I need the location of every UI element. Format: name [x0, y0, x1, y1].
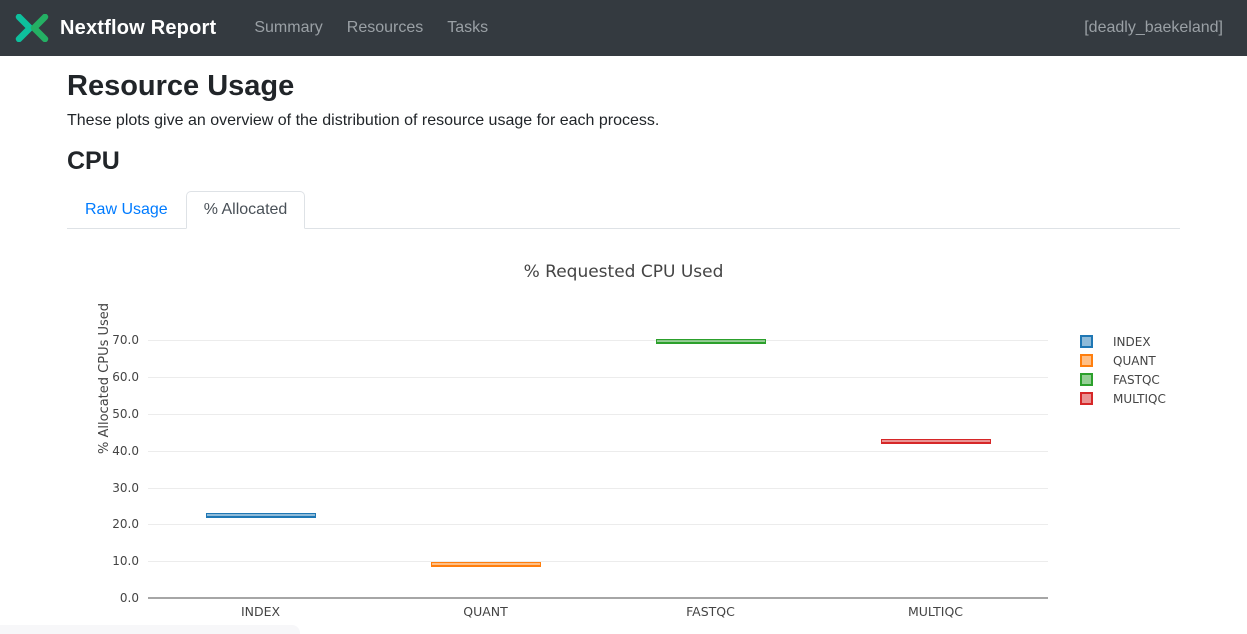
- y-tick-label: 10.0: [112, 554, 139, 568]
- section-title-cpu: CPU: [67, 147, 1180, 176]
- nav-item-tasks[interactable]: Tasks: [435, 11, 500, 45]
- box-median-line: [657, 342, 765, 343]
- gridline: [148, 377, 1048, 378]
- gridline: [148, 451, 1048, 452]
- box-mark-quant: [431, 562, 541, 567]
- cpu-tab-bar: Raw Usage % Allocated: [67, 191, 1180, 229]
- page-title: Resource Usage: [67, 70, 1180, 103]
- gridline: [148, 414, 1048, 415]
- x-tick-label: MULTIQC: [908, 604, 963, 619]
- x-tick-label: QUANT: [463, 604, 508, 619]
- y-tick-label: 0.0: [120, 591, 139, 605]
- navbar-brand[interactable]: Nextflow Report: [14, 14, 216, 42]
- box-mark-fastqc: [656, 339, 766, 344]
- y-tick-label: 20.0: [112, 517, 139, 531]
- legend-item-fastqc[interactable]: FASTQC: [1080, 370, 1166, 389]
- legend-item-quant[interactable]: QUANT: [1080, 351, 1166, 370]
- tab-percent-allocated[interactable]: % Allocated: [186, 191, 306, 229]
- y-tick-label: 60.0: [112, 370, 139, 384]
- x-axis-line: [148, 597, 1048, 599]
- y-tick-label: 30.0: [112, 481, 139, 495]
- legend-swatch-icon: [1080, 392, 1093, 405]
- legend-item-index[interactable]: INDEX: [1080, 332, 1166, 351]
- cpu-allocated-chart: % Requested CPU Used % Allocated CPUs Us…: [67, 229, 1180, 624]
- legend-label: INDEX: [1113, 335, 1151, 349]
- legend-label: MULTIQC: [1113, 392, 1166, 406]
- box-mark-index: [206, 513, 316, 518]
- nextflow-logo-icon: [14, 14, 50, 42]
- nav-item-summary[interactable]: Summary: [242, 11, 334, 45]
- below-fold-element: [0, 625, 300, 634]
- main-content: Resource Usage These plots give an overv…: [0, 70, 1247, 229]
- legend-label: QUANT: [1113, 354, 1156, 368]
- legend-item-multiqc[interactable]: MULTIQC: [1080, 389, 1166, 408]
- legend-label: FASTQC: [1113, 373, 1160, 387]
- y-tick-label: 40.0: [112, 444, 139, 458]
- navbar-links: Summary Resources Tasks: [242, 11, 500, 45]
- nav-item-resources[interactable]: Resources: [335, 11, 435, 45]
- chart-legend: INDEX QUANT FASTQC MULTIQC: [1080, 332, 1166, 408]
- y-tick-label: 70.0: [112, 333, 139, 347]
- y-tick-label: 50.0: [112, 407, 139, 421]
- gridline: [148, 561, 1048, 562]
- gridline: [148, 488, 1048, 489]
- box-median-line: [207, 516, 315, 517]
- box-mark-multiqc: [881, 439, 991, 444]
- chart-title: % Requested CPU Used: [67, 262, 1180, 282]
- navbar-brand-title: Nextflow Report: [60, 17, 216, 40]
- legend-swatch-icon: [1080, 335, 1093, 348]
- tab-raw-usage[interactable]: Raw Usage: [67, 191, 186, 229]
- legend-swatch-icon: [1080, 354, 1093, 367]
- gridline: [148, 524, 1048, 525]
- legend-swatch-icon: [1080, 373, 1093, 386]
- navbar: Nextflow Report Summary Resources Tasks …: [0, 0, 1247, 56]
- box-median-line: [432, 565, 540, 566]
- run-name-badge: [deadly_baekeland]: [1084, 19, 1223, 37]
- gridline: [148, 340, 1048, 341]
- y-axis-label: % Allocated CPUs Used: [97, 303, 112, 454]
- box-median-line: [882, 442, 990, 443]
- page-subtitle: These plots give an overview of the dist…: [67, 112, 1180, 130]
- x-tick-label: FASTQC: [686, 604, 735, 619]
- x-tick-label: INDEX: [241, 604, 280, 619]
